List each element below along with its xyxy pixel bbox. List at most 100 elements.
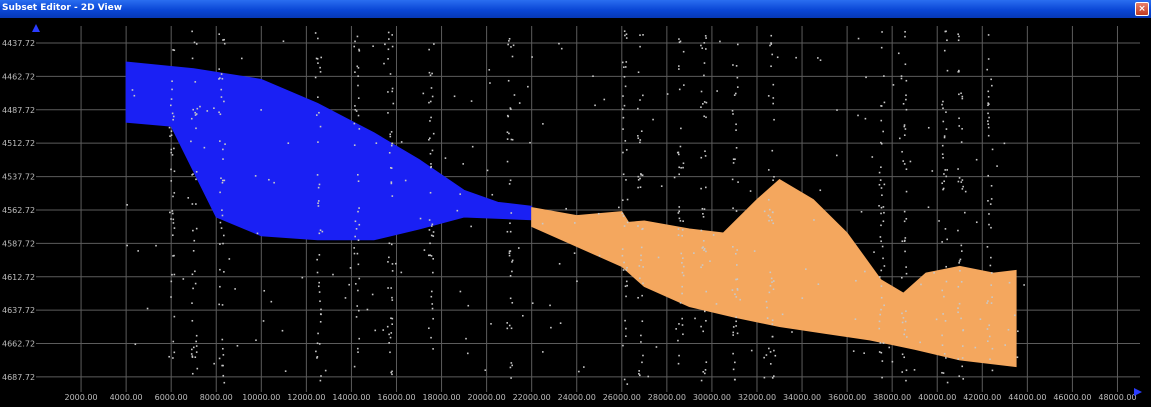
- noise-point: [430, 166, 432, 169]
- noise-point: [268, 178, 270, 181]
- noise-point: [933, 272, 935, 274]
- noise-point: [900, 75, 903, 77]
- noise-point: [191, 348, 193, 351]
- noise-point: [220, 227, 223, 229]
- noise-point: [171, 212, 174, 215]
- noise-point: [736, 289, 739, 291]
- noise-point: [191, 174, 193, 176]
- noise-point: [391, 195, 394, 197]
- noise-point: [319, 125, 322, 128]
- noise-point: [432, 271, 434, 274]
- noise-point: [355, 110, 358, 112]
- noise-point: [735, 296, 738, 298]
- noise-point: [962, 329, 965, 331]
- noise-point: [941, 344, 944, 346]
- title-bar[interactable]: Subset Editor - 2D View ×: [0, 0, 1151, 18]
- noise-point: [387, 58, 389, 60]
- close-icon[interactable]: ×: [1135, 2, 1149, 16]
- plot-area[interactable]: 2000.00 4000.00 6000.00 8000.00 10000.00 1200…: [0, 18, 1151, 407]
- noise-point: [195, 345, 198, 347]
- noise-point: [904, 63, 907, 66]
- noise-point: [1003, 142, 1006, 145]
- noise-point: [509, 107, 512, 109]
- noise-point: [356, 305, 359, 307]
- noise-point: [987, 300, 989, 302]
- noise-point: [945, 30, 947, 33]
- noise-point: [765, 300, 768, 303]
- noise-point: [772, 288, 775, 291]
- noise-point: [193, 239, 196, 242]
- noise-point: [702, 212, 704, 215]
- noise-point: [137, 250, 139, 252]
- noise-point: [704, 186, 707, 189]
- noise-point: [637, 107, 639, 110]
- noise-point: [681, 262, 683, 264]
- noise-point: [203, 146, 206, 149]
- noise-point: [355, 228, 358, 230]
- noise-point: [391, 90, 394, 93]
- y-tick-label: 4687.72: [2, 373, 35, 382]
- noise-point: [597, 212, 600, 215]
- noise-point: [642, 34, 644, 36]
- x-tick-label: 18000.00: [422, 393, 460, 402]
- noise-point: [131, 89, 134, 91]
- noise-point: [388, 242, 391, 245]
- noise-point: [219, 221, 222, 224]
- noise-point: [314, 32, 317, 34]
- noise-point: [621, 248, 624, 250]
- noise-point: [766, 317, 769, 319]
- noise-point: [221, 77, 224, 80]
- noise-point: [943, 295, 945, 298]
- noise-point: [705, 37, 707, 39]
- noise-point: [508, 324, 511, 327]
- noise-point: [702, 240, 705, 242]
- noise-point: [171, 112, 174, 115]
- noise-point: [905, 98, 907, 101]
- noise-point: [486, 169, 489, 172]
- noise-point: [767, 169, 770, 171]
- noise-point: [772, 179, 774, 182]
- noise-point: [678, 65, 680, 67]
- noise-point: [194, 282, 197, 285]
- noise-point: [988, 103, 990, 105]
- noise-point: [681, 285, 683, 288]
- noise-point: [865, 76, 867, 79]
- noise-point: [958, 177, 961, 179]
- noise-point: [199, 105, 201, 108]
- noise-point: [357, 351, 359, 353]
- noise-point: [901, 150, 903, 153]
- noise-point: [958, 117, 960, 120]
- noise-point: [366, 308, 369, 311]
- noise-point: [466, 352, 469, 355]
- noise-point: [700, 266, 702, 269]
- noise-point: [394, 262, 397, 265]
- noise-point: [389, 351, 391, 354]
- noise-point: [642, 266, 644, 268]
- scatter-chart[interactable]: 2000.00 4000.00 6000.00 8000.00 10000.00 1200…: [0, 18, 1151, 407]
- noise-point: [172, 340, 175, 343]
- noise-point: [332, 273, 334, 276]
- noise-point: [511, 261, 513, 263]
- noise-point: [219, 285, 221, 288]
- noise-point: [224, 143, 226, 145]
- noise-point: [678, 166, 680, 169]
- noise-point: [943, 136, 946, 139]
- noise-point: [883, 183, 886, 186]
- noise-point: [791, 331, 793, 333]
- noise-point: [898, 137, 901, 140]
- noise-point: [957, 229, 959, 232]
- noise-point: [459, 193, 462, 195]
- noise-point: [903, 134, 906, 136]
- noise-point: [881, 376, 883, 379]
- noise-point: [219, 140, 221, 142]
- noise-point: [946, 69, 949, 72]
- noise-point: [903, 356, 906, 359]
- noise-point: [836, 109, 838, 111]
- noise-point: [430, 163, 432, 165]
- noise-point: [678, 354, 680, 357]
- noise-point: [703, 372, 706, 375]
- noise-point: [583, 366, 585, 368]
- noise-point: [702, 246, 704, 248]
- x-tick-label: 42000.00: [963, 393, 1001, 402]
- noise-point: [625, 33, 628, 36]
